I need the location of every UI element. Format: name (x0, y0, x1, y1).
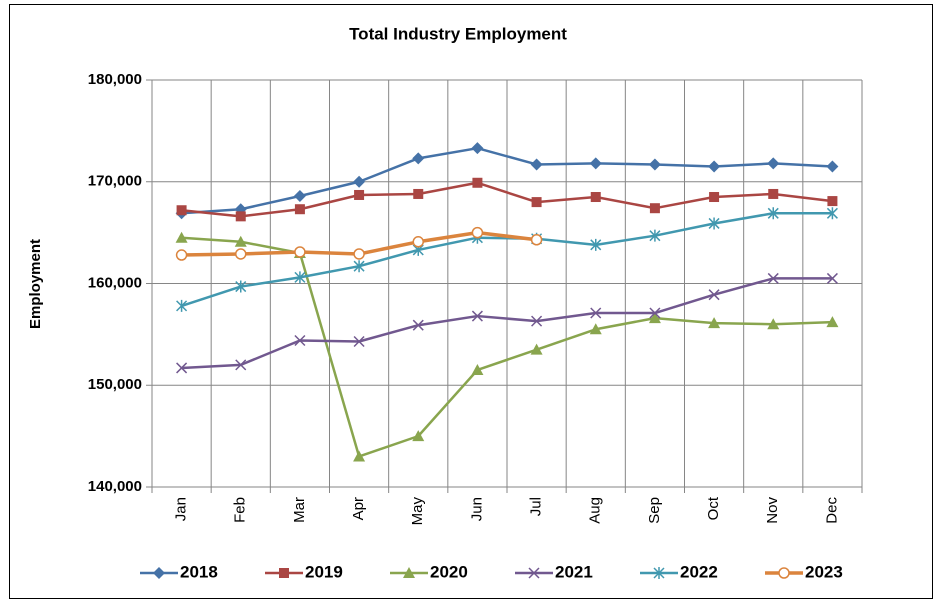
marker (649, 307, 661, 319)
x-tick-label: May (409, 497, 426, 526)
marker (176, 362, 188, 374)
marker (153, 567, 165, 579)
marker (827, 196, 838, 207)
marker (413, 188, 424, 199)
x-tick-label: Feb (232, 497, 249, 523)
marker (767, 207, 779, 220)
marker (590, 238, 602, 251)
marker (471, 226, 484, 239)
series-line (181, 146, 833, 215)
marker (528, 567, 540, 579)
marker (530, 343, 543, 355)
x-tick-label: Oct (705, 496, 722, 520)
marker (353, 248, 365, 260)
marker (590, 192, 601, 203)
marker (294, 334, 306, 347)
marker (648, 312, 661, 324)
marker (471, 142, 484, 155)
marker (353, 260, 365, 273)
marker (708, 289, 720, 301)
legend-label: 2023 (805, 562, 843, 581)
marker (826, 316, 839, 328)
marker (235, 359, 247, 371)
marker (412, 319, 424, 331)
marker (767, 272, 779, 284)
marker (531, 315, 543, 327)
chart-frame (9, 4, 933, 599)
marker (531, 197, 542, 208)
marker (294, 204, 305, 215)
legend-label: 2018 (180, 562, 218, 581)
marker (412, 152, 425, 165)
marker (708, 217, 720, 230)
marker (826, 272, 838, 284)
marker (294, 246, 306, 258)
marker (412, 236, 424, 248)
marker (471, 363, 484, 375)
legend-label: 2020 (430, 562, 468, 581)
marker (778, 567, 790, 579)
y-tick-label: 150,000 (88, 376, 142, 393)
y-tick-label: 160,000 (88, 274, 142, 291)
marker (708, 160, 721, 173)
marker (354, 189, 365, 200)
marker (708, 317, 721, 329)
marker (653, 567, 665, 579)
marker (279, 568, 289, 578)
marker (471, 310, 483, 322)
y-axis-title: Employment (27, 239, 44, 329)
marker (767, 157, 780, 170)
marker (826, 207, 838, 220)
marker (403, 567, 415, 578)
marker (648, 158, 661, 171)
marker (353, 175, 366, 188)
x-tick-label: Mar (291, 497, 308, 523)
x-tick-label: Jul (528, 497, 545, 516)
y-tick-label: 170,000 (88, 173, 142, 190)
x-tick-label: Nov (764, 497, 781, 524)
legend-label: 2022 (680, 562, 718, 581)
x-tick-label: Aug (587, 497, 604, 524)
marker (175, 249, 188, 261)
x-tick-label: Jun (468, 497, 485, 521)
marker (353, 335, 365, 348)
marker (768, 188, 779, 199)
marker (590, 307, 602, 319)
marker (235, 211, 246, 222)
marker (235, 280, 247, 293)
marker (649, 203, 660, 214)
marker (175, 231, 188, 243)
y-tick-label: 140,000 (88, 478, 142, 495)
legend-label: 2021 (555, 562, 593, 581)
marker (589, 323, 602, 335)
x-tick-label: Jan (173, 497, 190, 521)
marker (412, 430, 425, 442)
chart-title: Total Industry Employment (349, 24, 567, 43)
legend-label: 2019 (305, 562, 343, 581)
x-tick-label: Sep (646, 497, 663, 524)
marker (767, 318, 780, 330)
series-line (181, 181, 833, 218)
series-line (181, 212, 833, 308)
marker (293, 189, 306, 202)
marker (530, 233, 543, 246)
x-tick-label: Dec (823, 497, 840, 524)
y-tick-label: 180,000 (88, 71, 142, 88)
marker (176, 299, 188, 312)
marker (234, 235, 247, 247)
marker (826, 160, 839, 173)
marker (176, 205, 187, 216)
marker (709, 192, 720, 203)
marker (294, 271, 306, 284)
marker (353, 450, 366, 462)
marker (649, 229, 661, 242)
marker (530, 158, 543, 171)
series-line (181, 277, 833, 370)
x-tick-label: Apr (350, 497, 367, 520)
marker (235, 248, 247, 260)
marker (472, 177, 483, 188)
marker (589, 157, 602, 170)
